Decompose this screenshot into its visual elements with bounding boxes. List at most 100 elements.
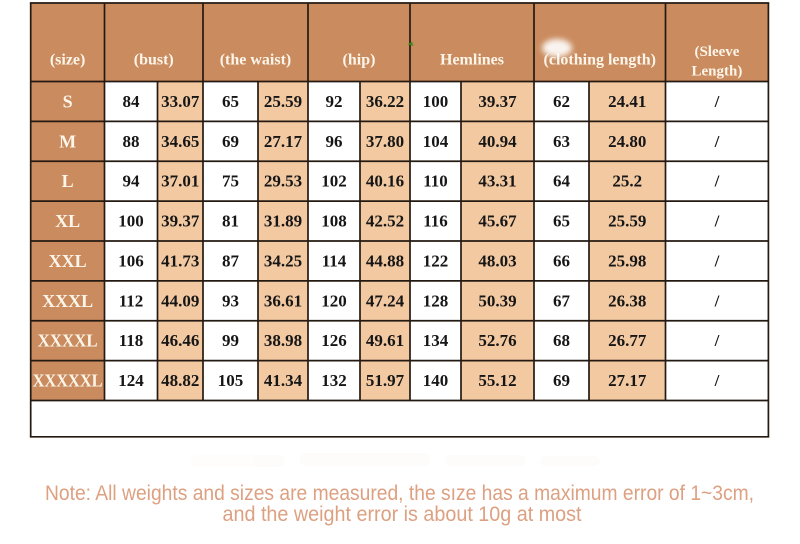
svg-text:118: 118 (119, 331, 144, 350)
svg-text:132: 132 (321, 371, 347, 390)
svg-text:34.25: 34.25 (264, 251, 302, 270)
svg-text:/: / (714, 92, 720, 111)
svg-text:/: / (714, 291, 720, 310)
svg-text:67: 67 (553, 291, 571, 310)
svg-text:69: 69 (553, 371, 570, 390)
svg-text:116: 116 (423, 212, 448, 231)
svg-text:25.59: 25.59 (264, 92, 302, 111)
svg-text:51.97: 51.97 (366, 371, 405, 390)
svg-text:64: 64 (553, 172, 571, 191)
svg-text:126: 126 (321, 331, 347, 350)
svg-text:27.17: 27.17 (608, 371, 647, 390)
svg-text:33.07: 33.07 (161, 92, 200, 111)
svg-text:140: 140 (423, 371, 449, 390)
svg-text:48.82: 48.82 (161, 371, 199, 390)
svg-text:24.41: 24.41 (608, 92, 646, 111)
svg-text:124: 124 (118, 371, 144, 390)
svg-text:40.16: 40.16 (366, 172, 404, 191)
svg-text:93: 93 (222, 291, 239, 310)
svg-text:81: 81 (222, 212, 239, 231)
svg-text:42.52: 42.52 (366, 212, 404, 231)
svg-text:63: 63 (553, 132, 570, 151)
svg-text:43.31: 43.31 (478, 172, 516, 191)
svg-text:(Sleeve: (Sleeve (694, 44, 739, 60)
svg-text:46.46: 46.46 (161, 331, 199, 350)
svg-text:/: / (714, 132, 720, 151)
svg-text:Note: All weights and sizes ar: Note: All weights and sizes are measured… (45, 481, 754, 505)
svg-text:M: M (59, 131, 76, 151)
svg-text:44.88: 44.88 (366, 251, 404, 270)
svg-text:27.17: 27.17 (264, 132, 303, 151)
svg-text:/: / (714, 371, 720, 390)
svg-text:(size): (size) (50, 52, 86, 69)
svg-text:65: 65 (553, 212, 570, 231)
svg-text:45.67: 45.67 (478, 212, 517, 231)
svg-text:110: 110 (423, 172, 448, 191)
svg-text:XXXXXL: XXXXXL (33, 371, 103, 391)
svg-text:62: 62 (553, 92, 570, 111)
svg-text:36.61: 36.61 (264, 291, 302, 310)
svg-text:XL: XL (55, 211, 80, 231)
svg-text:48.03: 48.03 (478, 251, 516, 270)
svg-text:38.98: 38.98 (264, 331, 302, 350)
svg-text:108: 108 (321, 212, 347, 231)
svg-text:26.77: 26.77 (608, 331, 647, 350)
svg-text:66: 66 (553, 251, 570, 270)
svg-text:(clothing length): (clothing length) (544, 52, 656, 69)
svg-text:(hip): (hip) (343, 52, 376, 69)
svg-text:Hemlines: Hemlines (440, 52, 504, 69)
svg-text:75: 75 (222, 172, 239, 191)
svg-text:26.38: 26.38 (608, 291, 646, 310)
svg-text:37.01: 37.01 (161, 172, 199, 191)
svg-text:41.73: 41.73 (161, 251, 199, 270)
svg-text:S: S (63, 91, 73, 111)
svg-text:40.94: 40.94 (478, 132, 517, 151)
svg-text:/: / (714, 212, 720, 231)
svg-text:(bust): (bust) (134, 52, 174, 69)
svg-text:84: 84 (123, 92, 141, 111)
svg-text:50.39: 50.39 (478, 291, 516, 310)
svg-text:104: 104 (423, 132, 449, 151)
svg-text:105: 105 (218, 371, 244, 390)
svg-text:Length): Length) (692, 64, 743, 80)
svg-text:88: 88 (123, 132, 140, 151)
svg-text:87: 87 (222, 251, 240, 270)
svg-text:112: 112 (119, 291, 144, 310)
svg-text:XXXXL: XXXXL (38, 331, 98, 351)
svg-text:36.22: 36.22 (366, 92, 404, 111)
svg-text:29.53: 29.53 (264, 172, 302, 191)
svg-text:65: 65 (222, 92, 239, 111)
svg-text:25.59: 25.59 (608, 212, 646, 231)
svg-text:120: 120 (321, 291, 347, 310)
svg-text:69: 69 (222, 132, 239, 151)
svg-text:102: 102 (321, 172, 347, 191)
svg-text:49.61: 49.61 (366, 331, 404, 350)
svg-text:31.89: 31.89 (264, 212, 302, 231)
svg-text:/: / (714, 331, 720, 350)
svg-text:39.37: 39.37 (161, 212, 200, 231)
svg-text:and the weight error is about: and the weight error is about 10g at mos… (223, 502, 582, 526)
svg-text:134: 134 (423, 331, 449, 350)
svg-text:24.80: 24.80 (608, 132, 646, 151)
svg-text:L: L (62, 171, 74, 191)
svg-text:/: / (714, 172, 720, 191)
svg-text:37.80: 37.80 (366, 132, 404, 151)
svg-text:55.12: 55.12 (478, 371, 516, 390)
svg-text:114: 114 (322, 251, 347, 270)
svg-text:XXXL: XXXL (42, 291, 93, 311)
svg-text:99: 99 (222, 331, 239, 350)
svg-text:122: 122 (423, 251, 449, 270)
svg-text:25.2: 25.2 (612, 172, 642, 191)
svg-text:41.34: 41.34 (264, 371, 303, 390)
svg-text:100: 100 (118, 212, 144, 231)
svg-text:XXL: XXL (49, 251, 87, 271)
svg-text:52.76: 52.76 (478, 331, 516, 350)
svg-text:128: 128 (423, 291, 449, 310)
svg-text:106: 106 (118, 251, 144, 270)
svg-text:68: 68 (553, 331, 570, 350)
svg-text:92: 92 (326, 92, 343, 111)
svg-text:94: 94 (123, 172, 141, 191)
svg-text:96: 96 (326, 132, 343, 151)
svg-text:34.65: 34.65 (161, 132, 199, 151)
svg-text:39.37: 39.37 (478, 92, 517, 111)
